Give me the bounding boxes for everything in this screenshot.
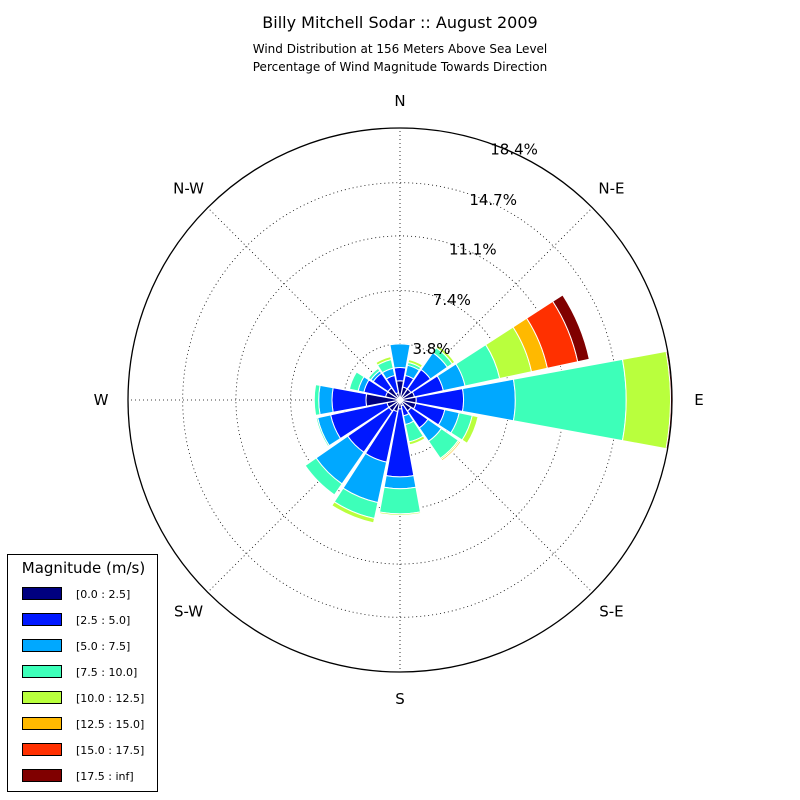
wind-bars bbox=[304, 294, 673, 524]
wind-bar-segment bbox=[383, 475, 417, 490]
direction-label: W bbox=[94, 391, 109, 409]
direction-label: N-W bbox=[173, 180, 204, 198]
axis-labels: N N-E E S-E S S-W W N-W 3.8% 7.4% 11.1% 14.7% 18.4% bbox=[94, 92, 704, 708]
wind-bar-segment bbox=[304, 457, 343, 496]
radial-tick-label: 14.7% bbox=[469, 191, 517, 209]
wind-bar-segment bbox=[318, 384, 334, 416]
wind-bar-segment bbox=[331, 501, 376, 524]
radial-tick-label: 3.8% bbox=[412, 340, 450, 358]
legend-swatch bbox=[22, 769, 62, 782]
legend-swatch bbox=[22, 743, 62, 756]
direction-label: N-E bbox=[598, 180, 624, 198]
legend-swatch bbox=[22, 587, 62, 600]
legend-label: [2.5 : 5.0] bbox=[76, 614, 131, 627]
wind-bar-segment bbox=[378, 511, 422, 516]
chart-title: Billy Mitchell Sodar :: August 2009 bbox=[262, 13, 537, 32]
chart-subtitle-line-2: Percentage of Wind Magnitude Towards Dir… bbox=[253, 60, 547, 74]
wind-bar-segment bbox=[315, 417, 330, 448]
legend-swatch bbox=[22, 665, 62, 678]
radial-tick-label: 18.4% bbox=[490, 141, 538, 159]
direction-label: N bbox=[394, 92, 405, 110]
wind-bar-segment bbox=[389, 343, 411, 369]
direction-label: E bbox=[694, 391, 703, 409]
legend-swatch bbox=[22, 691, 62, 704]
wind-bar-segment bbox=[407, 358, 424, 369]
wind-bar-segment bbox=[348, 371, 365, 392]
legend-title: Magnitude (m/s) bbox=[21, 559, 146, 577]
radial-tick-label: 11.1% bbox=[449, 240, 497, 258]
legend-label: [15.0 : 17.5] bbox=[76, 744, 145, 757]
legend-label: [12.5 : 15.0] bbox=[76, 718, 145, 731]
direction-label: S-W bbox=[174, 602, 203, 620]
grid-spoke bbox=[207, 207, 401, 401]
outer-circle bbox=[127, 127, 673, 673]
legend-label: [0.0 : 2.5] bbox=[76, 588, 131, 601]
legend-swatch bbox=[22, 639, 62, 652]
wind-bar-segment bbox=[408, 435, 426, 446]
direction-label: S bbox=[395, 690, 405, 708]
wind-bar-segment bbox=[378, 486, 422, 515]
radial-tick-label: 7.4% bbox=[433, 291, 471, 309]
wind-bar-segment bbox=[461, 414, 479, 444]
direction-label: S-E bbox=[599, 602, 623, 620]
wind-bar-segment bbox=[621, 350, 672, 450]
wind-bar-segment bbox=[440, 440, 462, 462]
legend: Magnitude (m/s) [0.0 : 2.5] [2.5 : 5.0] [5… bbox=[7, 554, 158, 792]
wind-bar-segment bbox=[552, 294, 590, 363]
wind-bar-segment bbox=[375, 356, 392, 366]
wind-bar-segment bbox=[313, 384, 321, 416]
legend-label: [5.0 : 7.5] bbox=[76, 640, 131, 653]
grid-spoke bbox=[399, 207, 593, 401]
wind-bar-segment bbox=[461, 378, 516, 422]
legend-swatch bbox=[22, 613, 62, 626]
wind-bar-segment bbox=[435, 344, 456, 365]
legend-label: [10.0 : 12.5] bbox=[76, 692, 145, 705]
wind-bar-segment bbox=[367, 367, 381, 381]
chart-subtitle-line-1: Wind Distribution at 156 Meters Above Se… bbox=[253, 42, 548, 56]
legend-swatch bbox=[22, 717, 62, 730]
grid-spoke bbox=[207, 399, 401, 593]
grid-spoke bbox=[399, 399, 593, 593]
legend-label: [7.5 : 10.0] bbox=[76, 666, 138, 679]
legend-label: [17.5 : inf] bbox=[76, 770, 134, 783]
